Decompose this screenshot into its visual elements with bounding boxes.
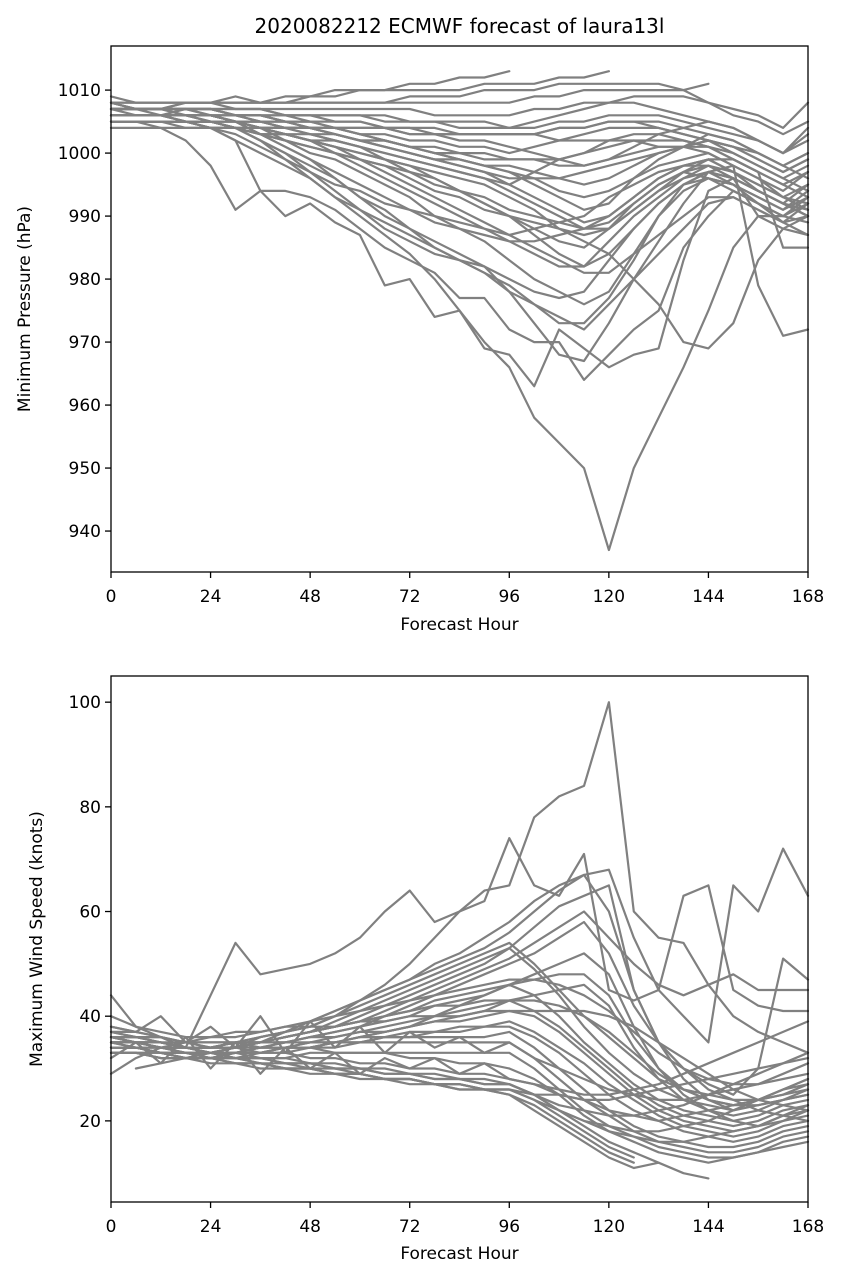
pressure-y-tick-label: 980 bbox=[69, 270, 101, 290]
pressure-y-tick-label: 970 bbox=[69, 333, 101, 353]
wind-y-ticks: 20 40 60 80 100 bbox=[69, 693, 111, 1132]
wind-series-line-1 bbox=[109, 837, 810, 1049]
pressure-y-ticks: 940 950 960 970 980 990 1000 1010 bbox=[58, 81, 111, 542]
pressure-y-tick-label: 990 bbox=[69, 207, 101, 227]
wind-x-axis-label: Forecast Hour bbox=[400, 1244, 518, 1264]
pressure-series-line-22 bbox=[109, 114, 810, 167]
wind-series-line-33 bbox=[109, 1015, 810, 1101]
wind-x-tick-label: 168 bbox=[792, 1217, 824, 1237]
wind-series-lines bbox=[109, 701, 810, 1180]
pressure-panel: 2020082212 ECMWF forecast of laura13l 0 2… bbox=[15, 14, 824, 635]
pressure-x-tick-label: 96 bbox=[498, 587, 520, 607]
pressure-y-tick-label: 950 bbox=[69, 459, 101, 479]
wind-panel: 0 24 48 72 96 120 144 168 20 40 60 80 100 Forecast … bbox=[27, 675, 824, 1264]
pressure-y-tick-label: 940 bbox=[69, 522, 101, 542]
pressure-series-line-12 bbox=[109, 82, 810, 129]
wind-x-ticks: 0 24 48 72 96 120 144 168 bbox=[106, 1202, 824, 1237]
pressure-series-line-36 bbox=[109, 101, 810, 337]
pressure-series-line-2 bbox=[109, 107, 810, 381]
wind-y-tick-label: 40 bbox=[79, 1007, 101, 1027]
wind-x-tick-label: 72 bbox=[399, 1217, 421, 1237]
wind-series-line-20 bbox=[109, 1030, 810, 1164]
pressure-x-tick-label: 72 bbox=[399, 587, 421, 607]
pressure-y-tick-label: 1000 bbox=[58, 144, 101, 164]
pressure-y-tick-label: 960 bbox=[69, 396, 101, 416]
pressure-x-tick-label: 120 bbox=[593, 587, 625, 607]
wind-series-line-32 bbox=[134, 999, 810, 1107]
wind-series-line-34 bbox=[109, 1036, 810, 1122]
wind-x-tick-label: 24 bbox=[200, 1217, 222, 1237]
pressure-plot-frame bbox=[110, 45, 809, 573]
pressure-x-ticks: 0 24 48 72 96 120 144 168 bbox=[106, 572, 824, 607]
pressure-series-line-23 bbox=[109, 101, 810, 155]
pressure-series-line-33 bbox=[109, 114, 810, 300]
wind-x-tick-label: 96 bbox=[498, 1217, 520, 1237]
wind-series-line-29 bbox=[109, 994, 810, 1101]
pressure-series-line-35 bbox=[109, 114, 810, 249]
wind-x-tick-label: 48 bbox=[299, 1217, 321, 1237]
wind-y-axis-label: Maximum Wind Speed (knots) bbox=[27, 811, 47, 1067]
wind-plot-frame bbox=[110, 675, 809, 1203]
pressure-series-line-37 bbox=[109, 120, 810, 350]
wind-y-tick-label: 100 bbox=[69, 693, 101, 713]
wind-y-tick-label: 20 bbox=[79, 1112, 101, 1132]
chart-title: 2020082212 ECMWF forecast of laura13l bbox=[255, 14, 665, 38]
wind-x-tick-label: 144 bbox=[692, 1217, 724, 1237]
pressure-y-tick-label: 1010 bbox=[58, 81, 101, 101]
pressure-series-line-25 bbox=[109, 120, 810, 237]
wind-x-tick-label: 120 bbox=[593, 1217, 625, 1237]
wind-series-line-30 bbox=[109, 1009, 810, 1112]
pressure-x-tick-label: 0 bbox=[106, 587, 117, 607]
pressure-x-axis-label: Forecast Hour bbox=[400, 615, 518, 635]
wind-series-line-31 bbox=[109, 978, 810, 1086]
pressure-x-tick-label: 24 bbox=[200, 587, 222, 607]
pressure-x-tick-label: 168 bbox=[792, 587, 824, 607]
wind-series-line-16 bbox=[109, 1025, 810, 1143]
pressure-x-tick-label: 144 bbox=[692, 587, 724, 607]
wind-x-tick-label: 0 bbox=[106, 1217, 117, 1237]
wind-series-line-10 bbox=[109, 941, 810, 1101]
pressure-y-axis-label: Minimum Pressure (hPa) bbox=[15, 206, 35, 412]
pressure-series-lines bbox=[109, 70, 810, 552]
pressure-x-tick-label: 48 bbox=[299, 587, 321, 607]
wind-y-tick-label: 60 bbox=[79, 903, 101, 923]
wind-y-tick-label: 80 bbox=[79, 798, 101, 818]
